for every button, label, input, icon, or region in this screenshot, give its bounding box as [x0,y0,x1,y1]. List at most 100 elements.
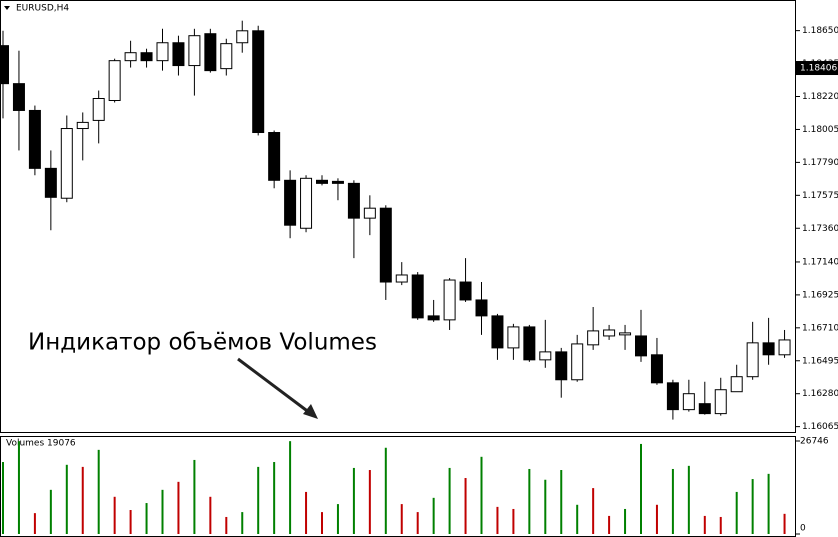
volume-bar [464,478,467,534]
menu-triangle [4,6,10,10]
volume-bar [592,488,595,534]
candle-body [746,342,759,378]
volume-bar [496,506,499,534]
candle-body [379,207,392,283]
y-tick-label: 1.17140 [802,257,838,267]
volume-bar [703,515,706,534]
volume-bar [735,491,738,534]
candle-body [124,52,137,62]
volume-bar [400,504,403,534]
volume-bar [560,470,563,534]
y-tick-label: 1.18650 [802,26,838,36]
volume-bar [113,496,116,534]
candle-body [76,121,89,130]
volume-bar [751,479,754,534]
volume-bar [225,516,228,534]
volume-bar [161,489,164,534]
volume-bar [416,512,419,534]
volume-bar [81,466,84,534]
candle-body [555,351,568,381]
price-label-box [796,61,838,76]
volume-bar [65,464,68,534]
volume-bar [209,496,212,534]
y-tick-label: 1.16710 [802,323,838,333]
arrow [237,357,311,415]
volume-bar [640,443,642,534]
volume-bar [145,503,148,534]
volume-bar [368,470,371,534]
candle-body [507,326,520,349]
candle-body [411,274,424,319]
candle-body [730,376,743,393]
volume-bar [257,466,260,534]
candle-body [762,342,775,356]
candle-body [587,330,600,346]
volume-bar [177,481,180,534]
candle-body [220,43,233,70]
arrow-head [303,404,318,419]
volume-bar [49,489,52,534]
volume-pane [0,436,796,537]
candle-body [603,329,616,337]
candle-body [523,326,536,361]
volume-bar [687,465,690,534]
candle-body [427,315,440,321]
candle-body [140,52,153,62]
y-tick-label: 1.16280 [802,389,838,399]
candle-body [714,389,727,415]
y-tick-label: 1.18220 [802,92,838,102]
candle-body [491,315,504,349]
candle-body [650,354,663,384]
volume-bar [129,510,132,534]
volume-bar [321,512,323,534]
volume-bar [544,479,547,534]
annotation: Индикатор объёмов Volumes [28,330,377,356]
volume-bar [273,462,276,534]
candle-body [268,132,281,181]
candle-body [395,274,408,283]
candle-body [60,128,73,199]
volume-bar [384,447,387,534]
price-pane [0,0,796,433]
candle-body [300,177,313,229]
candle-body [12,83,25,111]
volume-bar [2,462,4,534]
volume-bar [767,473,770,534]
y-tick-label: 1.16065 [802,422,838,432]
candle-body [28,109,41,169]
candle-body [682,393,695,411]
candle-body [619,332,632,336]
volume-bar [17,441,20,534]
candle-body [44,167,57,198]
y-tick-label: 1.16495 [802,356,838,366]
volume-bar [608,515,611,534]
y-tick-label: 0 [800,524,806,534]
candle-body [539,351,552,361]
volume-bar [655,504,658,534]
candle-body [284,179,297,226]
candle-body [156,42,169,62]
candle-body [204,33,217,72]
candle-body [252,30,265,134]
volume-bar [576,504,579,534]
volume-bar [783,513,786,534]
volume-bar [624,508,627,534]
volume-bar [512,508,515,534]
volume-bar [719,516,722,534]
volume-bar [448,467,451,534]
y-tick-label: 26746 [800,437,829,447]
volume-bar [336,504,339,534]
candle-body [571,343,584,381]
volume-bar [305,491,308,534]
candle-body [188,35,201,67]
candle-body [172,42,185,67]
volume-bar [193,459,196,534]
candle-body [0,45,9,85]
y-tick-label: 1.17360 [802,224,838,234]
candle-body [331,180,344,184]
candle-body [459,281,472,301]
candle-body [236,30,249,44]
volume-bar [528,468,531,534]
